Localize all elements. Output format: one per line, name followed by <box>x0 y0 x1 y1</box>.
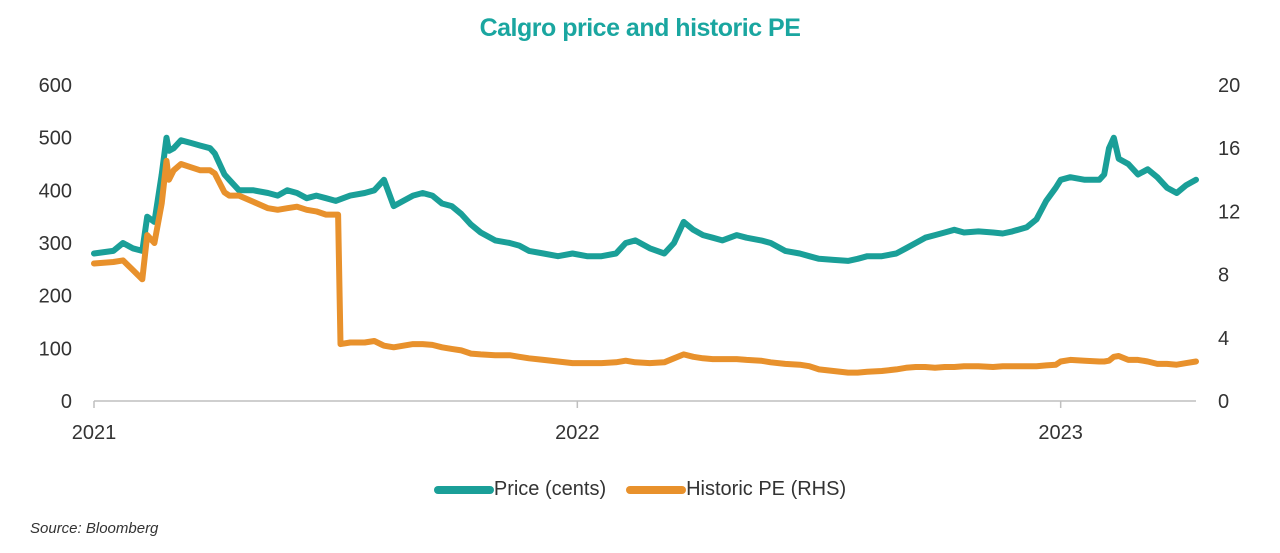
legend-label-pe: Historic PE (RHS) <box>686 478 847 500</box>
legend-swatch-pe <box>626 485 687 494</box>
y-left-tick-label: 300 <box>39 233 72 255</box>
y-left-tick-label: 400 <box>39 180 72 202</box>
y-left-tick-label: 100 <box>39 338 72 360</box>
series-line-historic-pe <box>91 157 1199 376</box>
y-right-tick-label: 20 <box>1218 75 1240 97</box>
y-right-tick-label: 4 <box>1218 328 1229 350</box>
y-left-tick-label: 500 <box>39 128 72 150</box>
x-tick-label: 2021 <box>72 422 117 444</box>
y-right-tick-label: 8 <box>1218 265 1229 287</box>
legend-item-price: Price (cents) <box>433 478 607 501</box>
y-left-tick-label: 600 <box>39 75 72 97</box>
legend-swatch-price <box>433 485 494 494</box>
x-tick-label: 2023 <box>1038 422 1083 444</box>
series-layer <box>91 134 1199 376</box>
legend-label-price: Price (cents) <box>493 478 607 500</box>
y-left-tick-label: 200 <box>39 286 72 308</box>
y-right-tick-label: 16 <box>1218 138 1240 160</box>
y-left-tick-label: 0 <box>61 391 72 413</box>
chart-title: Calgro price and historic PE <box>479 14 801 42</box>
series-line-price <box>91 134 1199 264</box>
source-note: Source: Bloomberg <box>30 520 159 537</box>
y-right-tick-label: 0 <box>1218 391 1229 413</box>
axis-layer: 0 100 200 300 400 500 600 0 4 8 12 16 20 2021 2022 2023 <box>39 75 1241 444</box>
legend-item-pe: Historic PE (RHS) <box>626 478 846 501</box>
legend: Price (cents) Historic PE (RHS) <box>0 478 1280 501</box>
y-right-tick-label: 12 <box>1218 201 1240 223</box>
x-tick-label: 2022 <box>555 422 600 444</box>
